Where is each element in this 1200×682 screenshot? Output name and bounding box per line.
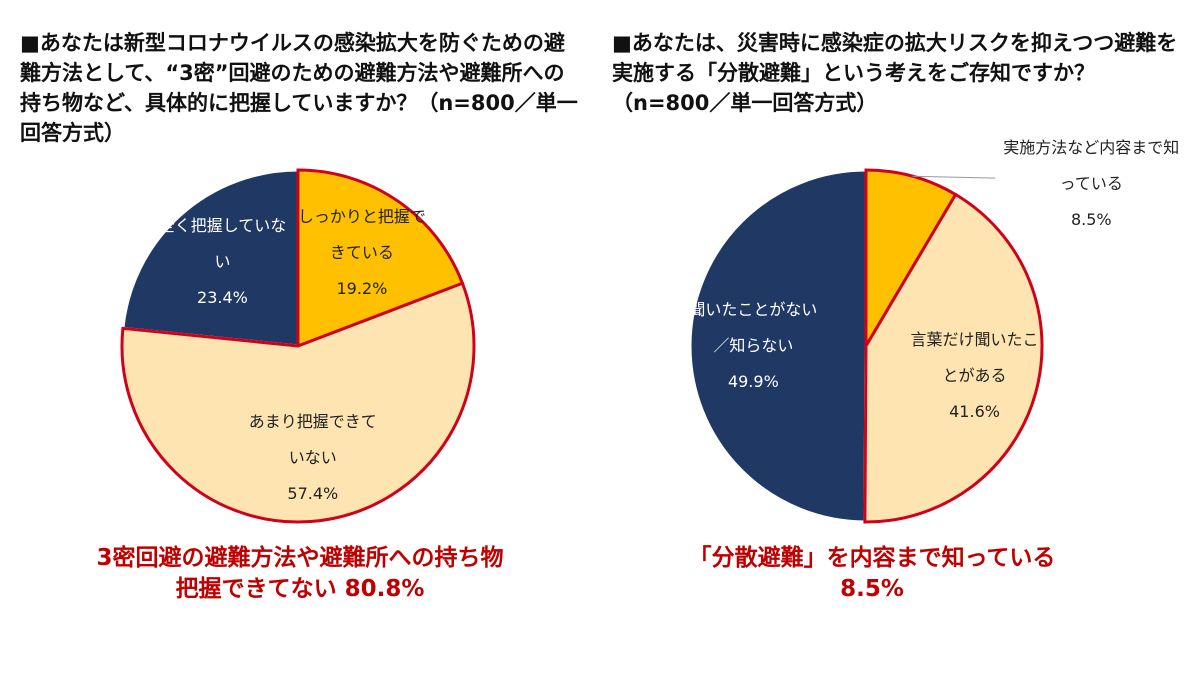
pie-slice (121, 168, 300, 348)
slice-label: あまり把握できていない (248, 411, 377, 467)
value-label: 49.9% (727, 371, 779, 391)
slice-label: 全く把握していない (158, 216, 287, 272)
pie-slice (864, 168, 958, 352)
annotation: 「分散避難」を内容まで知っている (688, 545, 1056, 571)
pie-slice (863, 192, 1044, 524)
value-label: 41.6% (949, 402, 1000, 422)
annotation: 把握できてない 80.8% (175, 576, 425, 602)
value-label: 57.4% (287, 483, 339, 503)
chart-title: ■あなたは、災害時に感染症の拡大リスクを抑えつつ避難を実施する「分散避難」という… (612, 31, 1178, 115)
value-label: 23.4% (197, 288, 248, 308)
value-label: 8.5% (1070, 210, 1112, 230)
value-label: 19.2% (336, 279, 388, 299)
slice-label: 聞いたことがない／知らない (689, 299, 818, 355)
pie-slice (296, 168, 465, 349)
leader-line (912, 175, 996, 179)
annotation: 3密回避の避難方法や避難所への持ち物 (96, 545, 504, 571)
chart-title: ■あなたは新型コロナウイルスの感染拡大を防ぐための避難方法として、“3密”回避の… (20, 31, 578, 145)
pie-slice (120, 281, 476, 524)
slice-label: しっかりと把握できている (297, 207, 426, 263)
annotation: 8.5% (840, 576, 904, 602)
slice-label: 実施方法など内容まで知っている (1003, 138, 1180, 194)
slice-label: 言葉だけ聞いたことがある (910, 330, 1039, 386)
pie-slice (688, 168, 868, 524)
